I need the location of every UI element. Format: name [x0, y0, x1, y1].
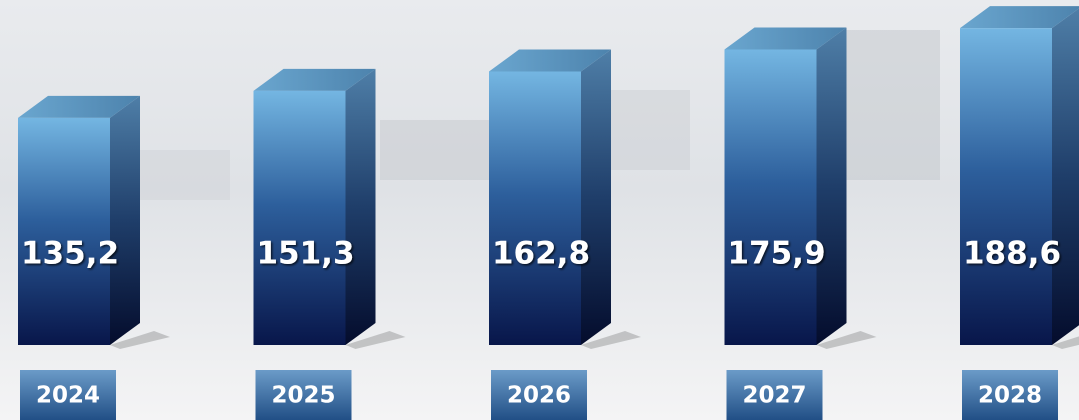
bar-shadow: [816, 331, 877, 349]
year-box: [20, 370, 116, 420]
bar-shadow: [345, 331, 406, 349]
bar-top: [960, 6, 1079, 29]
bar-side: [581, 49, 611, 345]
bar: [18, 95, 170, 349]
x-tick-label: 2028: [978, 383, 1042, 409]
bar-shadow: [110, 331, 170, 349]
bar-side: [110, 95, 140, 345]
bar-shadow: [1052, 336, 1079, 349]
bar-front: [724, 49, 817, 345]
x-tick-label: 2026: [507, 383, 571, 409]
bar-side: [816, 27, 847, 345]
bar: [960, 6, 1079, 349]
year-box: [726, 370, 823, 420]
bar-front: [18, 117, 110, 345]
bar-side: [345, 68, 376, 345]
value-label: 188,6: [963, 236, 1061, 272]
bar-top: [18, 95, 140, 118]
value-label: 175,9: [727, 236, 825, 272]
bar-top: [253, 68, 376, 91]
bar-front: [489, 71, 581, 345]
bar-front: [960, 28, 1052, 345]
bar-top: [489, 49, 611, 72]
background-photo: [140, 30, 940, 200]
bar: [253, 68, 406, 349]
bar-side: [1052, 8, 1079, 345]
bar: [724, 27, 877, 349]
bar-shadow: [581, 331, 641, 349]
value-label: 162,8: [492, 236, 590, 272]
value-label: 135,2: [21, 236, 119, 272]
x-tick-label: 2025: [271, 383, 335, 409]
x-tick-label: 2027: [742, 383, 806, 409]
bar-front: [253, 90, 346, 345]
year-box: [962, 370, 1058, 420]
year-box: [255, 370, 352, 420]
bar: [489, 49, 641, 349]
value-label: 151,3: [256, 236, 354, 272]
x-tick-label: 2024: [36, 383, 100, 409]
bar-top: [724, 27, 847, 50]
year-box: [491, 370, 587, 420]
